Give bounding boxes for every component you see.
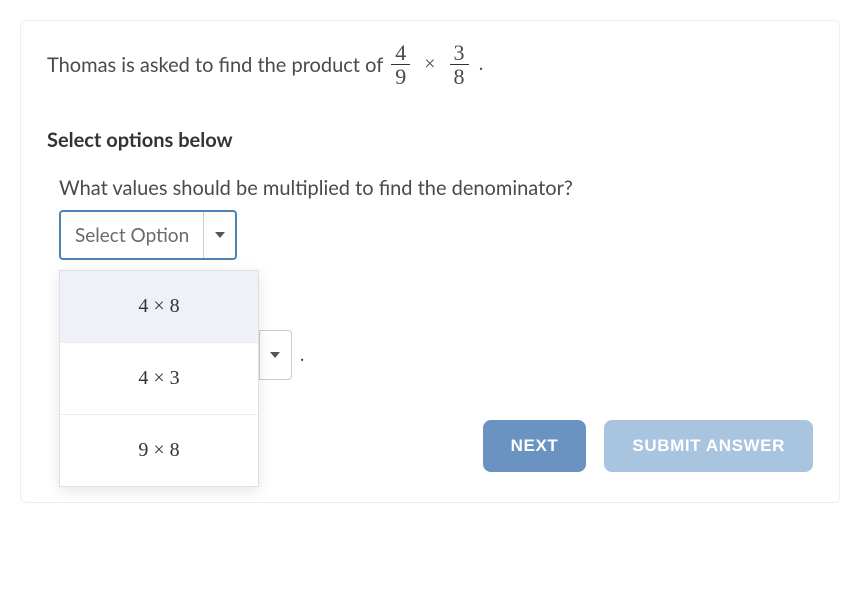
question-prefix: Thomas is asked to find the product of <box>47 53 383 77</box>
multiply-symbol: × <box>424 53 435 76</box>
denominator-dropdown-menu: 4 × 8 4 × 3 9 × 8 <box>59 270 259 487</box>
submit-answer-button[interactable]: SUBMIT ANSWER <box>604 420 813 472</box>
subquestion-text: What values should be multiplied to find… <box>59 176 813 200</box>
fraction-2-numerator: 3 <box>450 41 469 65</box>
chevron-down-icon <box>270 352 280 358</box>
denominator-dropdown[interactable]: Select Option <box>59 210 237 260</box>
dropdown-option-1[interactable]: 4 × 3 <box>60 343 258 415</box>
question-card: Thomas is asked to find the product of 4… <box>20 20 840 503</box>
fraction-2-denominator: 8 <box>450 65 469 88</box>
denominator-dropdown-label: Select Option <box>61 212 203 258</box>
fraction-1-numerator: 4 <box>391 41 410 65</box>
dropdown-option-2[interactable]: 9 × 8 <box>60 415 258 486</box>
chevron-down-icon <box>215 232 225 238</box>
denominator-dropdown-wrap: Select Option 4 × 8 4 × 3 9 × 8 <box>59 210 237 260</box>
next-button[interactable]: NEXT <box>483 420 587 472</box>
instruction-heading: Select options below <box>47 128 813 152</box>
denominator-dropdown-arrow[interactable] <box>203 212 235 258</box>
fraction-1-denominator: 9 <box>391 65 410 88</box>
dropdown-option-0[interactable]: 4 × 8 <box>60 271 258 343</box>
question-text: Thomas is asked to find the product of 4… <box>47 41 813 88</box>
question-suffix: . <box>479 53 484 76</box>
fraction-1: 4 9 <box>391 41 410 88</box>
product-dropdown-arrow[interactable] <box>259 331 291 379</box>
fraction-2: 3 8 <box>450 41 469 88</box>
product-suffix: . <box>300 344 305 367</box>
